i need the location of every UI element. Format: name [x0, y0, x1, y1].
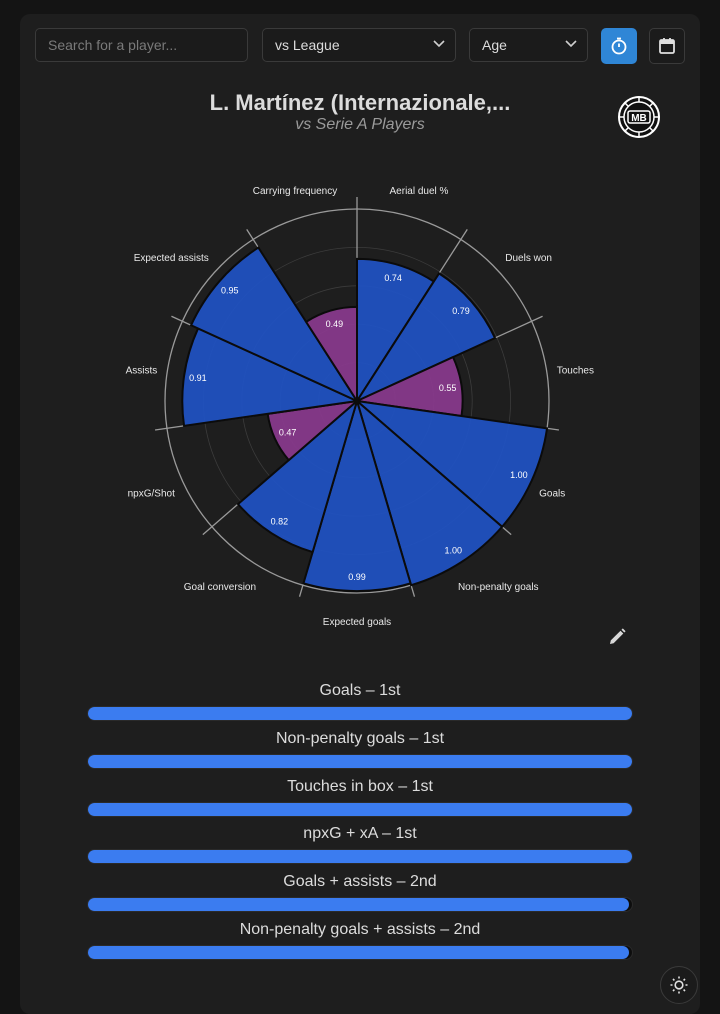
calendar-button[interactable]	[649, 28, 685, 64]
comparison-select-value: vs League	[275, 37, 340, 53]
pencil-icon[interactable]	[607, 627, 627, 647]
petal-expected-assists	[189, 246, 360, 404]
ranking-bar-fill	[88, 803, 632, 816]
petal-carrying-frequency	[304, 305, 358, 405]
brand-logo: MB	[618, 96, 660, 138]
ranking-bar-track	[87, 706, 633, 721]
comparison-select[interactable]: vs League	[262, 28, 456, 62]
ranking-bar-track	[87, 897, 633, 912]
chart-title: L. Martínez (Internazionale,...	[209, 90, 511, 115]
ranking-label: Goals – 1st	[319, 682, 401, 699]
stopwatch-icon	[611, 37, 627, 55]
age-select[interactable]: Age	[469, 28, 588, 62]
ranking-bar-fill	[88, 898, 630, 911]
category-label: Expected goals	[323, 617, 391, 628]
stopwatch-button[interactable]	[601, 28, 637, 64]
ranking-bar-fill	[88, 850, 632, 863]
petal-assists	[181, 327, 361, 427]
ranking-bar-track	[87, 802, 633, 817]
value-label: 0.55	[439, 383, 457, 393]
value-label: 1.00	[510, 470, 528, 480]
ranking-row: npxG + xA – 1st	[87, 825, 633, 869]
category-label: Carrying frequency	[253, 186, 337, 197]
petal-goals	[353, 399, 549, 529]
logo-text: MB	[631, 113, 647, 124]
category-label: Touches	[557, 366, 594, 377]
value-label: 0.47	[279, 428, 297, 438]
chevron-down-icon	[565, 40, 577, 48]
ranking-row: Touches in box – 1st	[87, 778, 633, 822]
ranking-label: Touches in box – 1st	[287, 778, 433, 795]
theme-toggle-button[interactable]	[660, 966, 698, 1004]
toolbar: vs League Age	[0, 0, 720, 70]
ranking-bar-track	[87, 945, 633, 960]
petal-goal-conversion	[236, 398, 359, 554]
petal-expected-goals	[302, 397, 412, 593]
player-search-input[interactable]	[35, 28, 248, 62]
ranking-row: Goals – 1st	[87, 682, 633, 726]
ranking-row: Non-penalty goals – 1st	[87, 730, 633, 774]
petal-non-penalty-goals	[355, 398, 504, 587]
value-label: 1.00	[444, 546, 462, 556]
ranking-label: Goals + assists – 2nd	[283, 873, 437, 890]
petal-duels-won	[354, 272, 497, 404]
ranking-bar-fill	[88, 707, 632, 720]
ranking-bar-fill	[88, 946, 630, 959]
chevron-down-icon	[433, 40, 445, 48]
ranking-bar-fill	[88, 755, 632, 768]
category-label: Goal conversion	[184, 582, 256, 593]
ranking-label: Non-penalty goals – 1st	[275, 730, 445, 747]
chart-subtitle: vs Serie A Players	[295, 116, 425, 133]
ranking-row: Non-penalty goals + assists – 2nd	[87, 921, 633, 965]
ranking-label: npxG + xA – 1st	[303, 825, 417, 842]
value-label: 0.99	[348, 572, 366, 582]
calendar-icon	[659, 38, 675, 54]
polar-chart: 0.74 Aerial duel % 0.79 Duels won 0.55 Touche…	[126, 186, 594, 628]
ranking-row: Goals + assists – 2nd	[87, 873, 633, 917]
petal-aerial-duel-	[356, 257, 436, 405]
category-label: Expected assists	[134, 253, 209, 264]
ranking-bar-track	[87, 849, 633, 864]
category-label: Non-penalty goals	[458, 582, 539, 593]
category-label: Goals	[539, 488, 565, 499]
value-label: 0.95	[221, 286, 239, 296]
category-label: npxG/Shot	[128, 488, 175, 499]
value-label: 0.79	[452, 306, 470, 316]
age-select-value: Age	[482, 37, 507, 53]
value-label: 0.49	[326, 319, 344, 329]
sun-icon	[670, 976, 688, 994]
category-label: Assists	[126, 366, 158, 377]
ranking-label: Non-penalty goals + assists – 2nd	[239, 921, 481, 938]
ranking-bar-track	[87, 754, 633, 769]
value-label: 0.91	[189, 373, 207, 383]
value-label: 0.74	[384, 273, 402, 283]
category-label: Duels won	[505, 253, 552, 264]
value-label: 0.82	[271, 517, 289, 527]
category-label: Aerial duel %	[390, 186, 449, 197]
